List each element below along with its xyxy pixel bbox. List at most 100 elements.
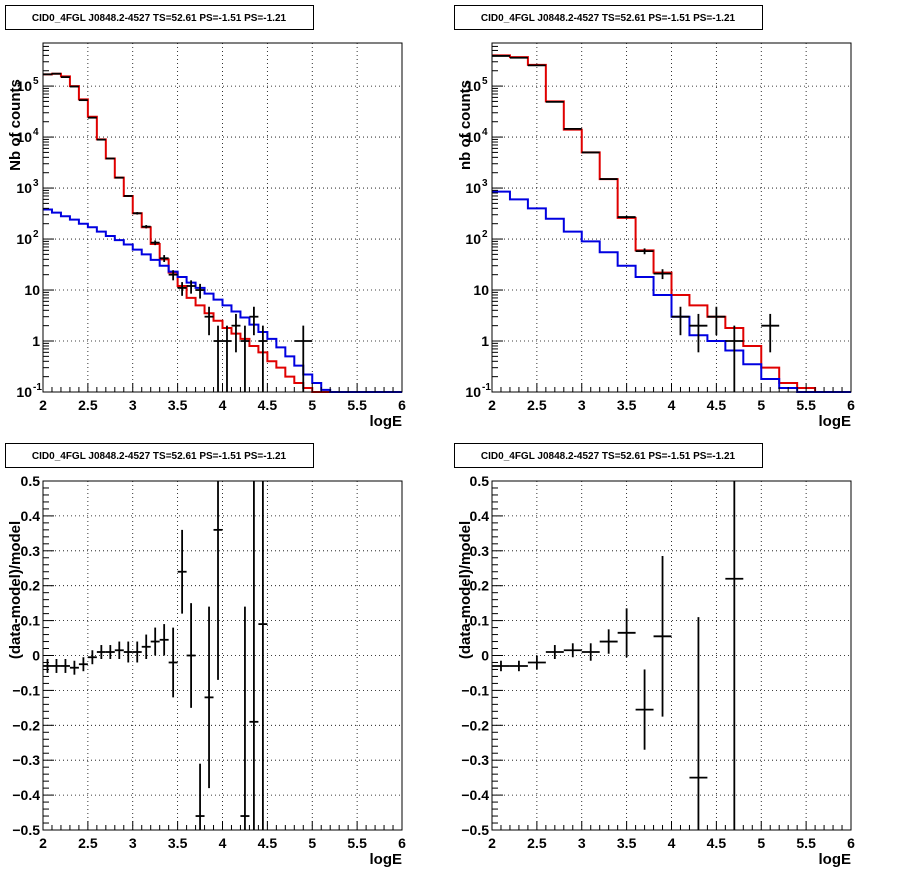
y-axis-title: (data-model)/model: [457, 521, 474, 659]
y-tick-label: 0.3: [470, 543, 490, 559]
data-point: [195, 763, 205, 830]
y-tick-label: 1: [481, 333, 489, 349]
y-tick-label-exponent: -1: [33, 382, 42, 393]
data-point: [635, 248, 654, 255]
y-tick-label-exponent: 3: [482, 178, 488, 189]
data-point: [581, 151, 600, 154]
data-point: [492, 660, 510, 672]
data-point: [177, 529, 187, 614]
grid: [492, 481, 851, 830]
y-tick-label-exponent: 5: [482, 76, 488, 87]
y-tick-label-base: 10: [465, 231, 481, 247]
data-point: [563, 643, 582, 658]
panel-title-box: [454, 5, 763, 30]
y-tick-label: 0.2: [470, 578, 490, 594]
data-point: [240, 606, 250, 830]
y-tick-label: 0.3: [21, 543, 41, 559]
y-axis: [492, 480, 503, 831]
data-point: [186, 603, 196, 708]
x-tick-label: 2.5: [527, 397, 547, 413]
data-point: [87, 650, 97, 665]
data-point: [150, 240, 160, 246]
data-point: [240, 325, 250, 392]
y-tick-label: 1: [32, 333, 40, 349]
panel-title-box: [5, 443, 314, 468]
data-point: [249, 306, 259, 336]
data-point: [213, 325, 223, 392]
y-tick-label: −0.5: [12, 822, 40, 838]
x-tick-label: 2: [39, 835, 47, 851]
x-tick-label: 3: [129, 835, 137, 851]
chart-panel-4: CID0_4FGL J0848.2-4527 TS=52.61 PS=-1.51…: [454, 443, 855, 868]
x-axis-title: logE: [370, 851, 403, 868]
y-tick-label: 0.4: [21, 508, 41, 524]
y-tick-label: 0.1: [21, 613, 41, 629]
data-point: [204, 606, 214, 789]
x-tick-label: 3.5: [168, 397, 188, 413]
x-tick-label: 5.5: [347, 835, 367, 851]
x-tick-label: 4.5: [258, 835, 278, 851]
y-tick-label: 0.4: [470, 508, 490, 524]
histogram-series-2: [492, 190, 851, 393]
panel-title: CID0_4FGL J0848.2-4527 TS=52.61 PS=-1.51…: [32, 451, 287, 462]
data-point: [249, 481, 259, 830]
data-point: [51, 658, 61, 673]
y-tick-label: −0.1: [461, 682, 489, 698]
y-tick-label: 0: [481, 648, 489, 664]
x-tick-label: 5.5: [347, 397, 367, 413]
y-tick-label-exponent: 2: [482, 229, 488, 240]
data-point: [105, 645, 115, 659]
data-point: [635, 669, 654, 750]
data-point: [105, 157, 115, 160]
x-tick-label: 5: [757, 835, 765, 851]
data-point: [527, 655, 546, 670]
x-tick-label: 3.5: [617, 397, 637, 413]
x-axis-title: logE: [819, 851, 852, 868]
y-tick-label-exponent: 2: [33, 229, 39, 240]
histogram-series-2: [43, 208, 402, 393]
data-point: [123, 641, 133, 663]
x-axis: [491, 821, 852, 830]
y-tick-label: −0.3: [461, 752, 489, 768]
x-tick-label: 4: [219, 397, 227, 413]
chart-panel-1: CID0_4FGL J0848.2-4527 TS=52.61 PS=-1.51…: [5, 5, 406, 430]
data-point: [96, 645, 106, 659]
data-point: [150, 627, 160, 656]
x-tick-label: 5.5: [796, 397, 816, 413]
x-axis-title: logE: [370, 413, 403, 430]
y-axis: [492, 42, 503, 393]
y-tick-label: 0.5: [21, 473, 41, 489]
data-point: [671, 306, 690, 336]
x-tick-label: 4: [219, 835, 227, 851]
x-tick-label: 6: [847, 397, 855, 413]
x-tick-label: 5: [757, 397, 765, 413]
data-points: [43, 72, 313, 392]
y-tick-label: −0.2: [461, 717, 489, 733]
y-axis: [43, 42, 54, 393]
x-tick-label: 3: [578, 835, 586, 851]
data-point: [545, 645, 564, 659]
y-axis-title: (data-model)/model: [7, 521, 24, 659]
y-tick-label-exponent: 5: [33, 76, 39, 87]
x-tick-label: 5.5: [796, 835, 816, 851]
data-point: [294, 325, 313, 392]
data-point: [78, 657, 88, 672]
x-tick-label: 3: [129, 397, 137, 413]
data-point: [204, 306, 214, 336]
data-point: [141, 634, 151, 659]
chart-panel-2: CID0_4FGL J0848.2-4527 TS=52.61 PS=-1.51…: [454, 5, 855, 430]
x-tick-label: 4: [668, 835, 676, 851]
data-point: [761, 313, 780, 353]
y-tick-label-base: 10: [16, 129, 32, 145]
data-point: [168, 627, 178, 698]
data-point: [222, 325, 232, 392]
x-tick-label: 4.5: [258, 397, 278, 413]
y-tick-label: 0: [32, 648, 40, 664]
y-axis: [43, 480, 54, 831]
y-tick-label-base: 10: [465, 78, 481, 94]
data-point: [60, 658, 70, 673]
x-tick-label: 2: [488, 397, 496, 413]
data-point: [725, 325, 744, 392]
data-point: [258, 481, 268, 830]
panel-title-box: [5, 5, 314, 30]
